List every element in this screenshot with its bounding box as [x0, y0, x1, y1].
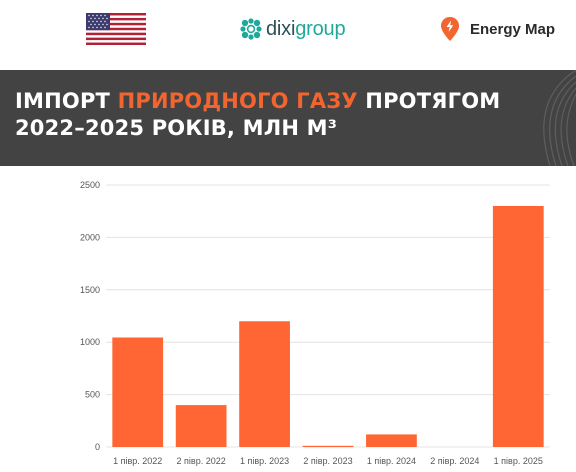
energy-map-pin-icon: [441, 17, 459, 41]
title-part2: ПРОТЯГОМ: [357, 89, 501, 113]
bar: [239, 321, 290, 447]
x-tick-label: 2 півр. 2022: [177, 456, 226, 466]
chart-title: ІМПОРТ ПРИРОДНОГО ГАЗУ ПРОТЯГОМ 2022–202…: [15, 88, 500, 142]
title-highlight: ПРИРОДНОГО ГАЗУ: [117, 89, 358, 113]
y-tick-label: 1500: [80, 285, 100, 295]
bar: [302, 445, 354, 447]
dixigroup-wordmark: dixigroup: [266, 17, 346, 40]
x-tick-label: 1 півр. 2025: [494, 456, 543, 466]
energy-map-label: Energy Map: [470, 20, 556, 38]
y-tick-label: 2500: [80, 180, 100, 190]
title-banner: ІМПОРТ ПРИРОДНОГО ГАЗУ ПРОТЯГОМ 2022–202…: [0, 70, 576, 166]
bar-chart: 0 500 1000 1500 2000 2500 1 півр. 2022 2 півр. …: [80, 180, 550, 466]
x-tick-label: 1 півр. 2022: [113, 456, 162, 466]
x-tick-label: 2 півр. 2023: [303, 456, 352, 466]
y-tick-label: 1000: [80, 337, 100, 347]
bar: [112, 337, 164, 447]
x-tick-label: 1 півр. 2023: [240, 456, 289, 466]
bar: [366, 434, 417, 447]
chart-area: 0 500 1000 1500 2000 2500 1 півр. 2022 2 півр. …: [0, 170, 576, 472]
energy-map-logo: Energy Map: [440, 14, 555, 44]
dixigroup-logo: dixigroup: [240, 14, 346, 44]
bar: [175, 405, 227, 447]
x-tick-label: 1 півр. 2024: [367, 456, 416, 466]
dixigroup-mark-icon: [240, 18, 262, 40]
y-tick-label: 2000: [80, 232, 100, 242]
decorative-lines-icon: [543, 70, 576, 166]
title-part1: ІМПОРТ: [15, 89, 118, 113]
logo-bar: dixigroup Energy Map: [0, 0, 576, 68]
title-line2: 2022–2025 РОКІВ, МЛН М³: [15, 116, 338, 140]
x-tick-label: 2 півр. 2024: [430, 456, 479, 466]
y-tick-label: 500: [85, 390, 100, 400]
usa-flag-icon: [86, 13, 146, 45]
bar: [492, 205, 544, 447]
y-tick-label: 0: [95, 442, 100, 452]
